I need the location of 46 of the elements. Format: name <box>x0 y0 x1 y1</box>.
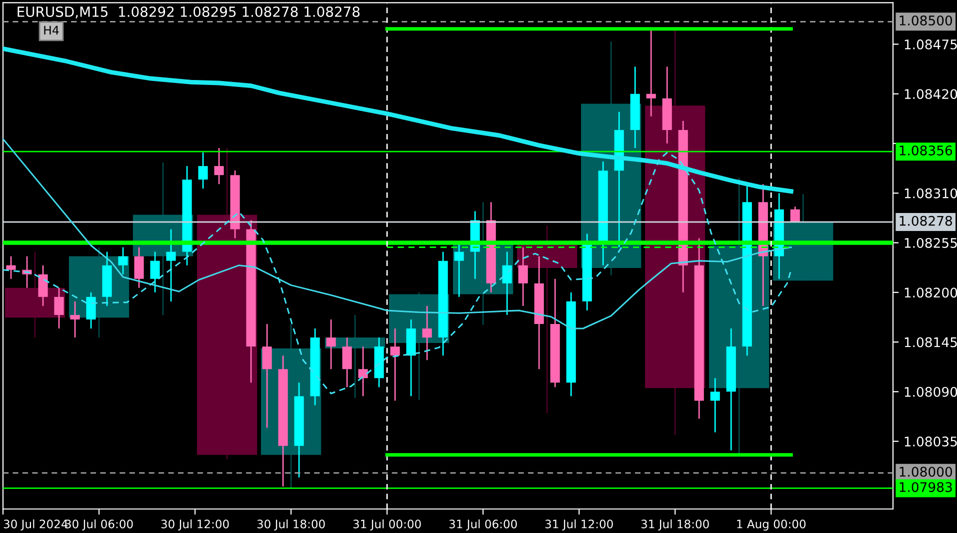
candlestick <box>214 147 224 185</box>
candlestick <box>134 246 144 289</box>
x-tick-label: 31 Jul 18:00 <box>641 519 709 530</box>
candlestick <box>422 305 432 361</box>
y-tick-label: 1.08255 <box>904 238 957 248</box>
ref-line-label: 1.08278 <box>900 216 952 226</box>
ref-line-label: 1.08500 <box>900 16 952 26</box>
y-tick-label: 1.08035 <box>904 436 957 447</box>
candlestick <box>390 328 400 402</box>
x-tick-label: 30 Jul 18:00 <box>257 519 325 530</box>
ref-line-label: 1.08000 <box>900 466 952 477</box>
y-tick-label: 1.08420 <box>904 89 957 100</box>
candlestick <box>646 30 656 118</box>
candlestick <box>70 300 80 338</box>
annotation: H4 <box>44 26 59 34</box>
candlestick <box>198 152 208 190</box>
candlestick <box>6 256 16 280</box>
x-tick-label: 1 Aug 00:00 <box>737 520 806 531</box>
line-series <box>3 46 794 194</box>
candlestick <box>358 346 368 397</box>
candlestick <box>326 318 336 370</box>
candlestick <box>166 228 176 302</box>
candlestick <box>118 246 128 276</box>
candlestick <box>342 336 352 388</box>
x-tick-label: 31 Jul 06:00 <box>449 519 517 530</box>
candlestick <box>150 251 160 294</box>
x-tick-label: 30 Jul 12:00 <box>161 519 229 530</box>
candlestick <box>86 292 96 330</box>
candlestick <box>790 206 800 223</box>
candlestick <box>518 246 528 307</box>
y-tick-label: 1.08145 <box>904 337 957 348</box>
y-tick-label: 1.08200 <box>904 288 957 298</box>
candlestick <box>54 287 64 330</box>
candlestick <box>454 242 464 298</box>
ref-line-label: 1.07983 <box>900 482 952 492</box>
y-tick-label: 1.08090 <box>904 386 957 397</box>
chart-title: EURUSD,M15 1.08292 1.08295 1.08278 1.08278 <box>18 6 360 18</box>
y-tick-label: 1.08310 <box>904 188 957 198</box>
candlestick <box>262 323 272 428</box>
candlestick <box>502 251 512 316</box>
x-tick-label: 31 Jul 00:00 <box>353 519 421 530</box>
ref-line-label: 1.08356 <box>900 145 952 156</box>
candlestick <box>38 264 48 307</box>
y-tick-label: 1.08475 <box>904 39 957 50</box>
x-tick-label: 31 Jul 12:00 <box>545 519 613 530</box>
candlestick <box>710 377 720 433</box>
